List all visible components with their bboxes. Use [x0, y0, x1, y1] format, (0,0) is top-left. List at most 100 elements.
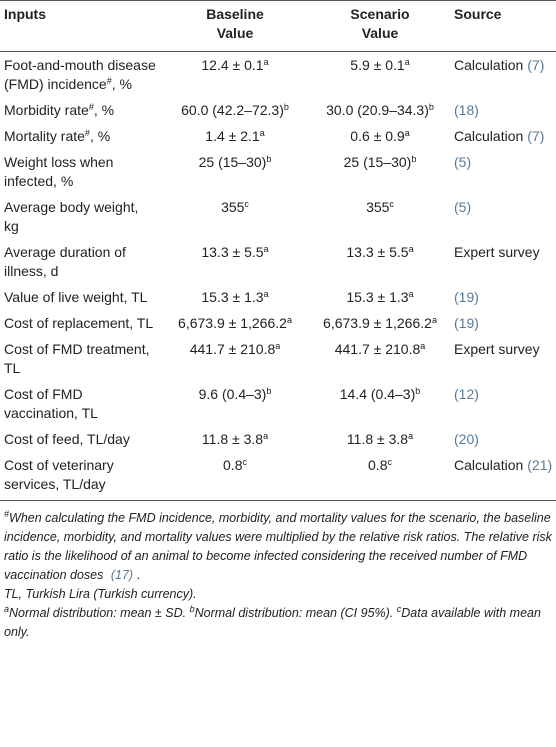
text: Morbidity rate [4, 102, 89, 118]
text: Cost of FMD treatment, TL [4, 341, 150, 376]
text: Average body weight, kg [4, 199, 139, 234]
table-cell: Cost of FMD vaccination, TL [0, 381, 160, 426]
reference-link[interactable]: (18) [454, 102, 479, 118]
superscript: a [408, 244, 414, 254]
table-cell: (19) [450, 310, 556, 336]
superscript: c [396, 604, 402, 614]
text: , % [89, 128, 111, 144]
reference-link[interactable]: (20) [454, 431, 479, 447]
text: 355 [366, 199, 390, 215]
superscript: b [189, 604, 195, 614]
table-cell: Morbidity rate#, % [0, 97, 160, 123]
reference-link[interactable]: (19) [454, 289, 479, 305]
text: 5.9 ± 0.1 [350, 57, 405, 73]
text: 6,673.9 ± 1,266.2 [323, 315, 432, 331]
reference-link[interactable]: (7) [527, 128, 545, 144]
table-row: Value of live weight, TL 15.3 ± 1.3a 15.3 … [0, 284, 556, 310]
text: 441.7 ± 210.8 [334, 341, 421, 357]
table-row: Foot-and-mouth disease (FMD) incidence#,… [0, 52, 556, 98]
column-header: Source [450, 0, 556, 52]
reference-link[interactable]: (21) [527, 457, 553, 473]
text: TL, Turkish Lira (Turkish currency). [4, 587, 197, 601]
table-cell: Cost of feed, TL/day [0, 426, 160, 452]
table-cell: Foot-and-mouth disease (FMD) incidence#,… [0, 52, 160, 98]
text: 1.4 ± 2.1 [205, 128, 260, 144]
superscript: c [387, 457, 392, 467]
text: Cost of veterinary services, TL/day [4, 457, 114, 492]
table-cell: 0.8c [310, 452, 450, 501]
text: 13.3 ± 5.5 [346, 244, 409, 260]
table-cell: Value of live weight, TL [0, 284, 160, 310]
table-row: Cost of veterinary services, TL/day 0.8c 0… [0, 452, 556, 501]
superscript: c [244, 199, 249, 209]
text: 0.8 [368, 457, 388, 473]
superscript: b [266, 386, 272, 396]
table-cell: Expert survey [450, 239, 556, 284]
table-cell: 355c [310, 194, 450, 239]
superscript: b [283, 102, 289, 112]
superscript: c [389, 199, 394, 209]
table-row: Cost of replacement, TL 6,673.9 ± 1,266.2… [0, 310, 556, 336]
table-cell: (5) [450, 149, 556, 194]
header-row: Inputs Baseline Value Scenario Value Source [0, 0, 556, 52]
table-row: Cost of feed, TL/day 11.8 ± 3.8a 11.8 ± 3.… [0, 426, 556, 452]
table-body: Foot-and-mouth disease (FMD) incidence#,… [0, 52, 556, 501]
text: Calculation [454, 57, 524, 73]
reference-link[interactable]: (12) [454, 386, 479, 402]
text: 441.7 ± 210.8 [189, 341, 276, 357]
table-cell: Average duration of illness, d [0, 239, 160, 284]
text: When calculating the FMD incidence, morb… [4, 511, 552, 582]
table-cell: 6,673.9 ± 1,266.2a [310, 310, 450, 336]
text: 30.0 (20.9–34.3) [326, 102, 429, 118]
text: 25 (15–30) [343, 154, 412, 170]
text: 0.6 ± 0.9 [350, 128, 405, 144]
table-cell: Expert survey [450, 336, 556, 381]
text: 25 (15–30) [198, 154, 267, 170]
superscript: a [275, 341, 281, 351]
superscript: a [263, 289, 269, 299]
table-cell: 30.0 (20.9–34.3)b [310, 97, 450, 123]
table-cell: 14.4 (0.4–3)b [310, 381, 450, 426]
table-row: Weight loss when infected, % 25 (15–30)b 2… [0, 149, 556, 194]
footnote: TL, Turkish Lira (Turkish currency). [4, 585, 552, 604]
reference-link[interactable]: (19) [454, 315, 479, 331]
superscript: b [428, 102, 434, 112]
table-cell: Cost of veterinary services, TL/day [0, 452, 160, 501]
reference-link[interactable]: (5) [454, 199, 472, 215]
table-cell: 5.9 ± 0.1a [310, 52, 450, 98]
table-cell: 11.8 ± 3.8a [310, 426, 450, 452]
superscript: b [411, 154, 417, 164]
table-cell: 6,673.9 ± 1,266.2a [160, 310, 310, 336]
text: Average duration of illness, d [4, 244, 126, 279]
superscript: b [415, 386, 421, 396]
reference-link[interactable]: (7) [527, 57, 545, 73]
table-cell: 441.7 ± 210.8a [160, 336, 310, 381]
superscript: a [408, 289, 414, 299]
text: 15.3 ± 1.3 [201, 289, 264, 305]
column-header: Inputs [0, 0, 160, 52]
table-cell: (5) [450, 194, 556, 239]
text: Expert survey [454, 341, 540, 357]
text: Value of live weight, TL [4, 289, 148, 305]
footnotes: #When calculating the FMD incidence, mor… [0, 501, 556, 642]
superscript: a [404, 128, 410, 138]
table-row: Morbidity rate#, % 60.0 (42.2–72.3)b 30.0 … [0, 97, 556, 123]
table-cell: 13.3 ± 5.5a [160, 239, 310, 284]
reference-link[interactable]: (5) [454, 154, 472, 170]
text: , % [93, 102, 115, 118]
superscript: a [263, 57, 269, 67]
table-cell: 60.0 (42.2–72.3)b [160, 97, 310, 123]
text: 60.0 (42.2–72.3) [181, 102, 284, 118]
superscript: a [263, 431, 269, 441]
superscript: a [408, 431, 414, 441]
text: Mortality rate [4, 128, 85, 144]
table-cell: 13.3 ± 5.5a [310, 239, 450, 284]
text: Cost of replacement, TL [4, 315, 154, 331]
text: Cost of feed, TL/day [4, 431, 130, 447]
page: Inputs Baseline Value Scenario Value Source… [0, 0, 556, 642]
superscript: a [263, 244, 269, 254]
reference-link[interactable]: (17) [110, 568, 134, 582]
superscript: # [4, 509, 10, 519]
table-cell: 12.4 ± 0.1a [160, 52, 310, 98]
text: Expert survey [454, 244, 540, 260]
